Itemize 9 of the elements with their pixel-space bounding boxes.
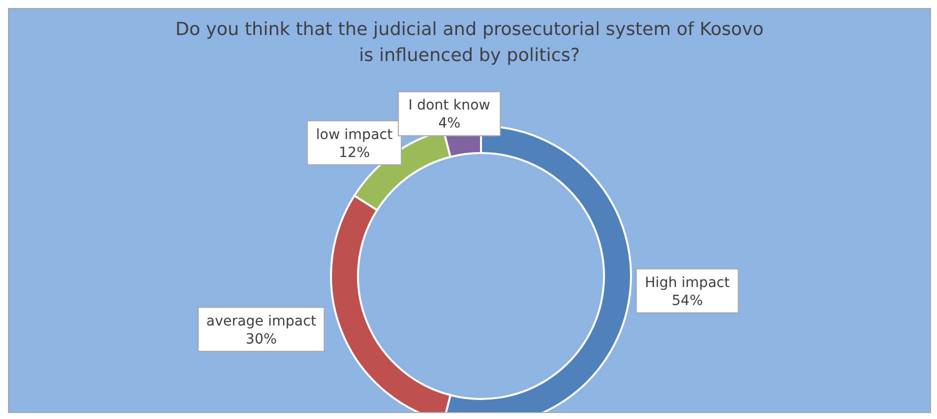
slice-label: High impact	[644, 274, 730, 291]
data-label: 54%	[672, 292, 703, 309]
chart-title: Do you think that the judicial and prosecutorial system of Kosovo is influenced by politics?	[174, 18, 765, 68]
data-label: 12%	[338, 144, 370, 161]
slice-label: I dont know	[408, 98, 490, 114]
data-label: 30%	[246, 331, 277, 348]
slice-label: average impact	[206, 313, 317, 330]
data-label: 4%	[438, 116, 460, 132]
slice-label: low impact	[316, 126, 394, 143]
